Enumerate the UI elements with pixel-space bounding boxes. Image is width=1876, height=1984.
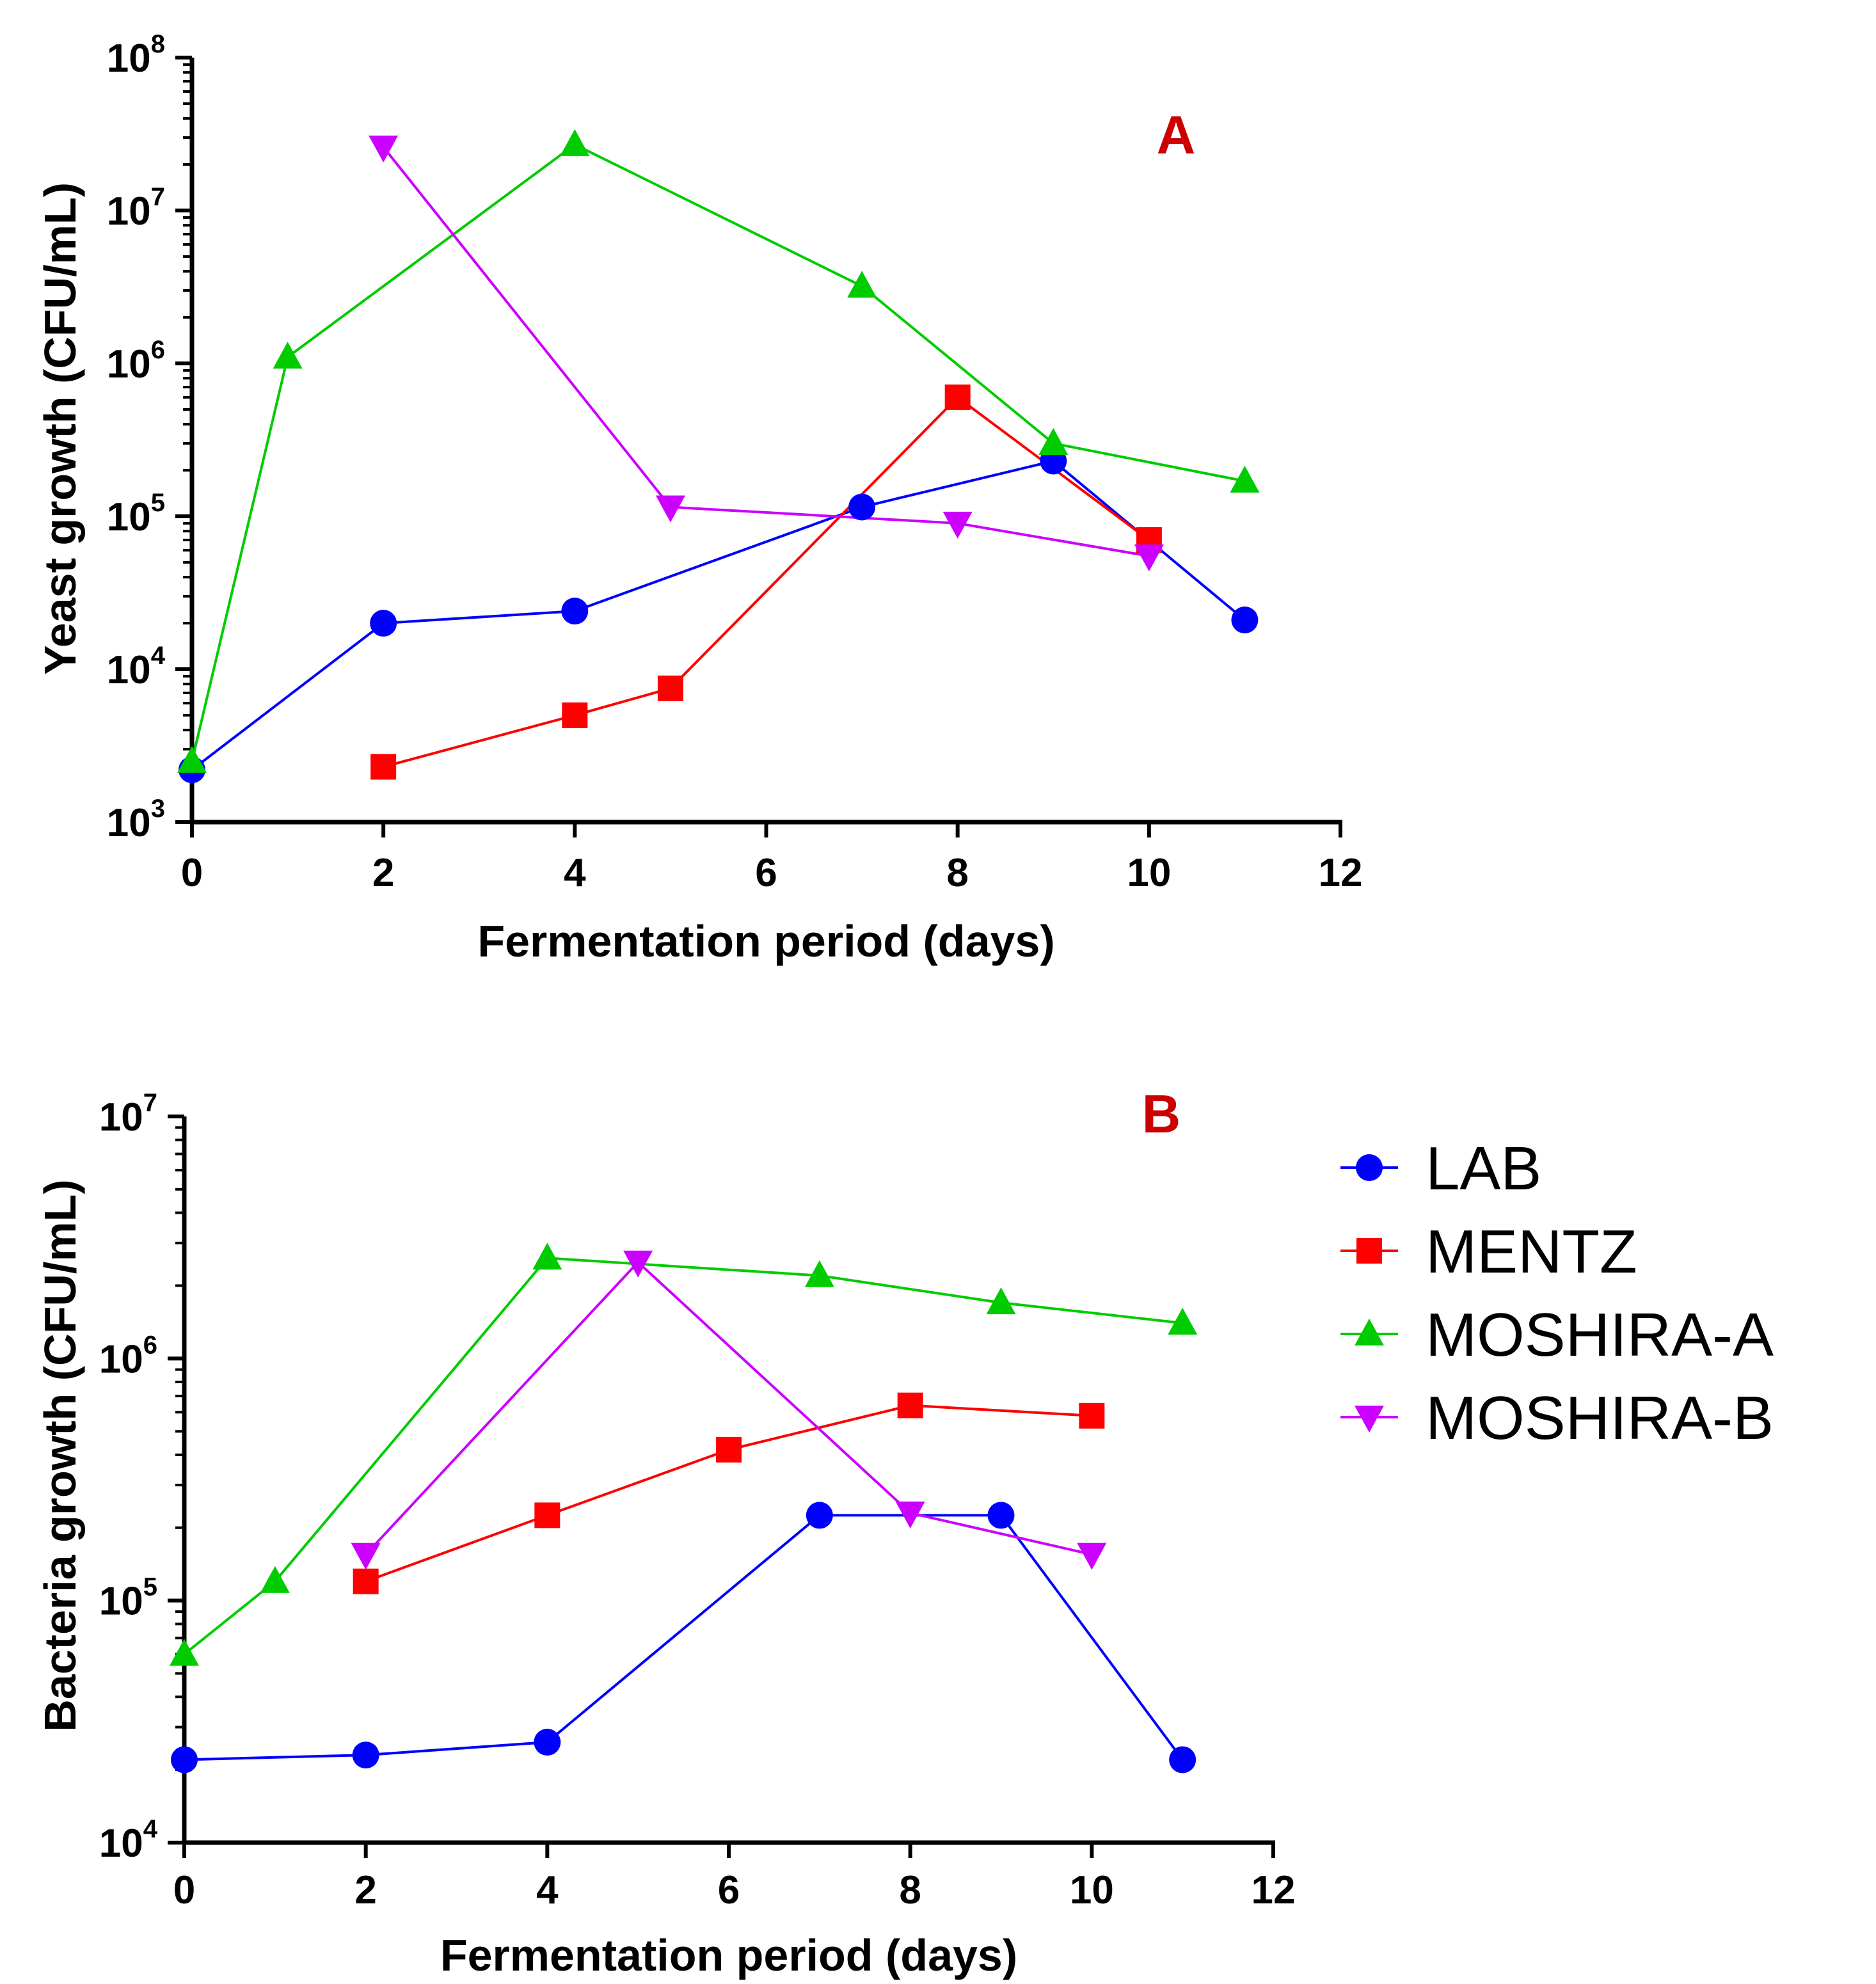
x-tick-label: 12	[1319, 851, 1363, 895]
x-tick-label: 0	[173, 1868, 195, 1912]
data-point-moshira-a	[847, 271, 877, 298]
y-axis-title: Yeast growth (CFU/mL)	[35, 182, 85, 675]
legend-label: MENTZ	[1426, 1218, 1637, 1286]
data-point-moshira-a	[1230, 465, 1260, 493]
data-point-moshira-b	[942, 511, 973, 539]
y-tick-label: 105	[107, 489, 165, 539]
data-point-moshira-b	[351, 1543, 381, 1570]
data-point-mentz	[353, 1568, 379, 1594]
data-point-moshira-b	[1077, 1543, 1107, 1570]
data-point-lab	[171, 1746, 198, 1774]
data-point-lab	[352, 1742, 379, 1769]
series-line-mentz	[383, 395, 1150, 768]
x-tick-label: 10	[1070, 1868, 1114, 1912]
series-line-moshira-b	[365, 1260, 1092, 1556]
y-tick-label: 107	[99, 1089, 157, 1139]
data-point-lab	[806, 1502, 833, 1529]
data-point-mentz	[897, 1392, 923, 1418]
data-point-moshira-a	[273, 342, 303, 369]
data-point-moshira-b	[1134, 544, 1164, 572]
legend-marker-mentz	[1356, 1238, 1382, 1264]
x-axis-title: Fermentation period (days)	[440, 1930, 1017, 1980]
y-tick-label: 108	[107, 30, 165, 81]
series-line-lab	[191, 459, 1246, 771]
data-point-moshira-b	[655, 495, 685, 523]
data-point-lab	[848, 493, 876, 521]
data-point-moshira-a	[177, 745, 207, 773]
data-point-mentz	[1079, 1402, 1105, 1429]
data-point-lab	[1169, 1746, 1196, 1774]
x-tick-label: 8	[946, 851, 968, 895]
series-line-moshira-a	[183, 1257, 1183, 1656]
x-tick-label: 6	[718, 1868, 740, 1912]
panel-b: 0 2 4 6 8 10 12 104 105 106 107 Fermentation period…	[35, 1084, 1295, 1980]
data-point-moshira-b	[895, 1501, 925, 1528]
legend-marker-moshira-b	[1355, 1406, 1384, 1432]
data-point-mentz	[657, 675, 683, 701]
data-point-lab	[987, 1502, 1015, 1529]
series-line-lab	[184, 1514, 1184, 1761]
legend: LAB MENTZ MOSHIRA-A MOSHIRA-B	[1340, 1134, 1774, 1452]
x-axis-title: Fermentation period (days)	[477, 916, 1054, 966]
data-point-moshira-a	[986, 1287, 1016, 1315]
data-point-moshira-a	[260, 1566, 290, 1593]
x-tick-label: 6	[755, 851, 777, 895]
x-tick-label: 2	[372, 851, 394, 895]
data-point-mentz	[370, 754, 397, 780]
x-tick-label: 4	[564, 851, 586, 895]
y-tick-label: 107	[107, 183, 165, 234]
data-point-moshira-a	[532, 1242, 562, 1270]
x-tick-label: 2	[354, 1868, 376, 1912]
data-point-lab	[370, 610, 397, 637]
x-tick-label: 8	[899, 1868, 921, 1912]
x-tick-label: 12	[1252, 1868, 1296, 1912]
legend-label: MOSHIRA-B	[1426, 1384, 1774, 1452]
y-tick-label: 104	[107, 642, 166, 692]
data-point-moshira-a	[170, 1639, 199, 1666]
data-point-lab	[1231, 606, 1259, 633]
series-line-mentz	[365, 1404, 1092, 1583]
data-point-moshira-a	[1038, 427, 1069, 455]
data-point-moshira-a	[1168, 1308, 1198, 1335]
data-point-lab	[534, 1729, 561, 1756]
data-point-mentz	[562, 702, 588, 728]
data-point-mentz	[944, 385, 971, 411]
y-tick-label: 105	[99, 1573, 157, 1624]
x-tick-label: 4	[536, 1868, 559, 1912]
data-point-moshira-a	[560, 129, 590, 156]
legend-label: LAB	[1426, 1134, 1541, 1203]
y-tick-label: 106	[107, 336, 165, 386]
data-point-mentz	[534, 1502, 560, 1528]
x-tick-label: 10	[1127, 851, 1171, 895]
legend-label: MOSHIRA-A	[1426, 1301, 1774, 1369]
legend-marker-moshira-a	[1355, 1319, 1384, 1345]
series-line-moshira-b	[382, 146, 1150, 558]
data-point-moshira-b	[369, 135, 399, 163]
data-point-lab	[561, 598, 589, 625]
series-line-moshira-a	[191, 143, 1245, 762]
data-point-moshira-b	[623, 1250, 653, 1278]
panel-label: B	[1142, 1084, 1181, 1144]
legend-marker-lab	[1356, 1154, 1383, 1181]
data-point-mentz	[716, 1436, 742, 1463]
y-tick-label: 106	[99, 1331, 157, 1381]
y-tick-label: 103	[107, 795, 165, 845]
data-point-moshira-a	[804, 1260, 834, 1287]
y-tick-label: 104	[99, 1815, 158, 1866]
panel-a: 0 2 4 6 8 10 12 103 104 105 106 107 108 Fermentation …	[35, 30, 1362, 966]
y-axis-title: Bacteria growth (CFU/mL)	[35, 1179, 85, 1731]
panel-label: A	[1157, 105, 1196, 165]
x-tick-label: 0	[181, 851, 203, 895]
